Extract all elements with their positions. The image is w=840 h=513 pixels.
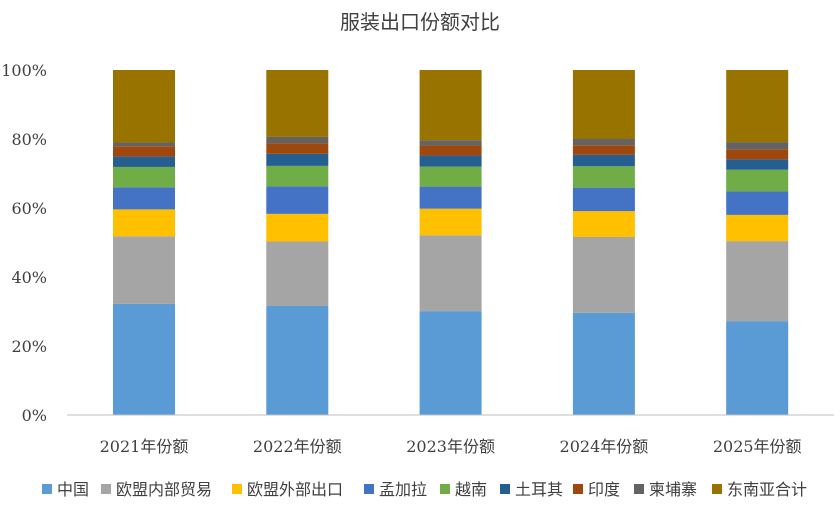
x-axis-labels: 2021年份额 2022年份额 2023年份额 2024年份额 2025年份额 — [100, 437, 802, 456]
legend-swatch — [440, 484, 450, 494]
bar-segment — [113, 303, 175, 415]
bar-segment — [572, 166, 635, 188]
bar-segment — [726, 169, 789, 192]
legend-swatch — [573, 484, 583, 494]
bar-segment — [266, 305, 329, 415]
bar-segment — [419, 208, 482, 236]
bar-segment — [572, 139, 635, 146]
bar-segment — [572, 145, 635, 155]
legend-label: 柬埔寨 — [649, 480, 697, 499]
bar-segment — [266, 186, 329, 214]
legend-swatch — [232, 484, 242, 494]
bar-segment — [113, 187, 175, 210]
bar-segment — [726, 70, 789, 143]
x-tick-label: 2024年份额 — [560, 437, 649, 456]
bar-segment — [419, 140, 482, 146]
legend-swatch — [42, 484, 52, 494]
bar-segment — [266, 241, 329, 306]
bar-segment — [266, 165, 329, 187]
bar-segment — [572, 236, 635, 313]
legend-swatch — [364, 484, 374, 494]
bar-segment — [726, 142, 789, 150]
y-axis-ticks: 0% 20% 40% 60% 80% 100% — [1, 61, 47, 425]
bar-segment — [726, 321, 789, 415]
bar-segment — [266, 153, 329, 166]
bar-segment — [572, 211, 635, 237]
bar-segment — [572, 312, 635, 415]
bar-segment — [572, 187, 635, 212]
bar-segment — [419, 235, 482, 312]
legend-swatch — [634, 484, 644, 494]
x-tick-label: 2025年份额 — [713, 437, 802, 456]
bar-segment — [266, 213, 329, 242]
bar-segment — [726, 191, 789, 215]
legend-label: 欧盟内部贸易 — [116, 480, 212, 499]
x-tick-label: 2022年份额 — [253, 437, 342, 456]
bar-segment — [113, 209, 175, 237]
legend-label: 孟加拉 — [379, 480, 427, 499]
x-tick-label: 2023年份额 — [406, 437, 495, 456]
legend-swatch — [712, 484, 722, 494]
bar-segment — [419, 155, 482, 167]
bar-segment — [726, 241, 789, 322]
legend-swatch — [101, 484, 111, 494]
bar-segment — [113, 146, 175, 157]
y-tick-label: 80% — [11, 130, 47, 149]
bar-segment — [726, 149, 789, 160]
bar-segment — [419, 70, 482, 141]
legend-label: 欧盟外部出口 — [247, 480, 343, 499]
chart-title: 服装出口份额对比 — [340, 10, 500, 34]
bars — [113, 70, 789, 415]
bar-segment — [266, 143, 329, 154]
legend-label: 土耳其 — [515, 480, 563, 499]
legend-label: 东南亚合计 — [727, 480, 807, 499]
legend-label: 印度 — [588, 480, 620, 499]
bar-segment — [419, 166, 482, 187]
y-tick-label: 20% — [11, 337, 47, 356]
y-tick-label: 60% — [11, 199, 47, 218]
bar-segment — [113, 156, 175, 167]
y-tick-label: 40% — [11, 268, 47, 287]
x-tick-label: 2021年份额 — [100, 437, 189, 456]
bar-segment — [266, 70, 329, 137]
bar-segment — [572, 70, 635, 139]
bar-segment — [419, 145, 482, 156]
bar-segment — [266, 136, 329, 144]
bar-segment — [572, 154, 635, 167]
legend: 中国 欧盟内部贸易 欧盟外部出口 孟加拉 越南 土耳其 印度 柬埔寨 东南亚合计 — [42, 480, 807, 499]
legend-swatch — [500, 484, 510, 494]
bar-segment — [113, 166, 175, 188]
bar-segment — [726, 159, 789, 170]
bar-segment — [113, 70, 175, 143]
y-tick-label: 100% — [1, 61, 47, 80]
bar-segment — [113, 142, 175, 147]
bar-segment — [113, 236, 175, 304]
legend-label: 越南 — [455, 480, 487, 499]
y-tick-label: 0% — [22, 406, 47, 425]
legend-label: 中国 — [57, 480, 89, 499]
bar-segment — [726, 214, 789, 242]
bar-segment — [419, 311, 482, 415]
bar-segment — [419, 186, 482, 209]
